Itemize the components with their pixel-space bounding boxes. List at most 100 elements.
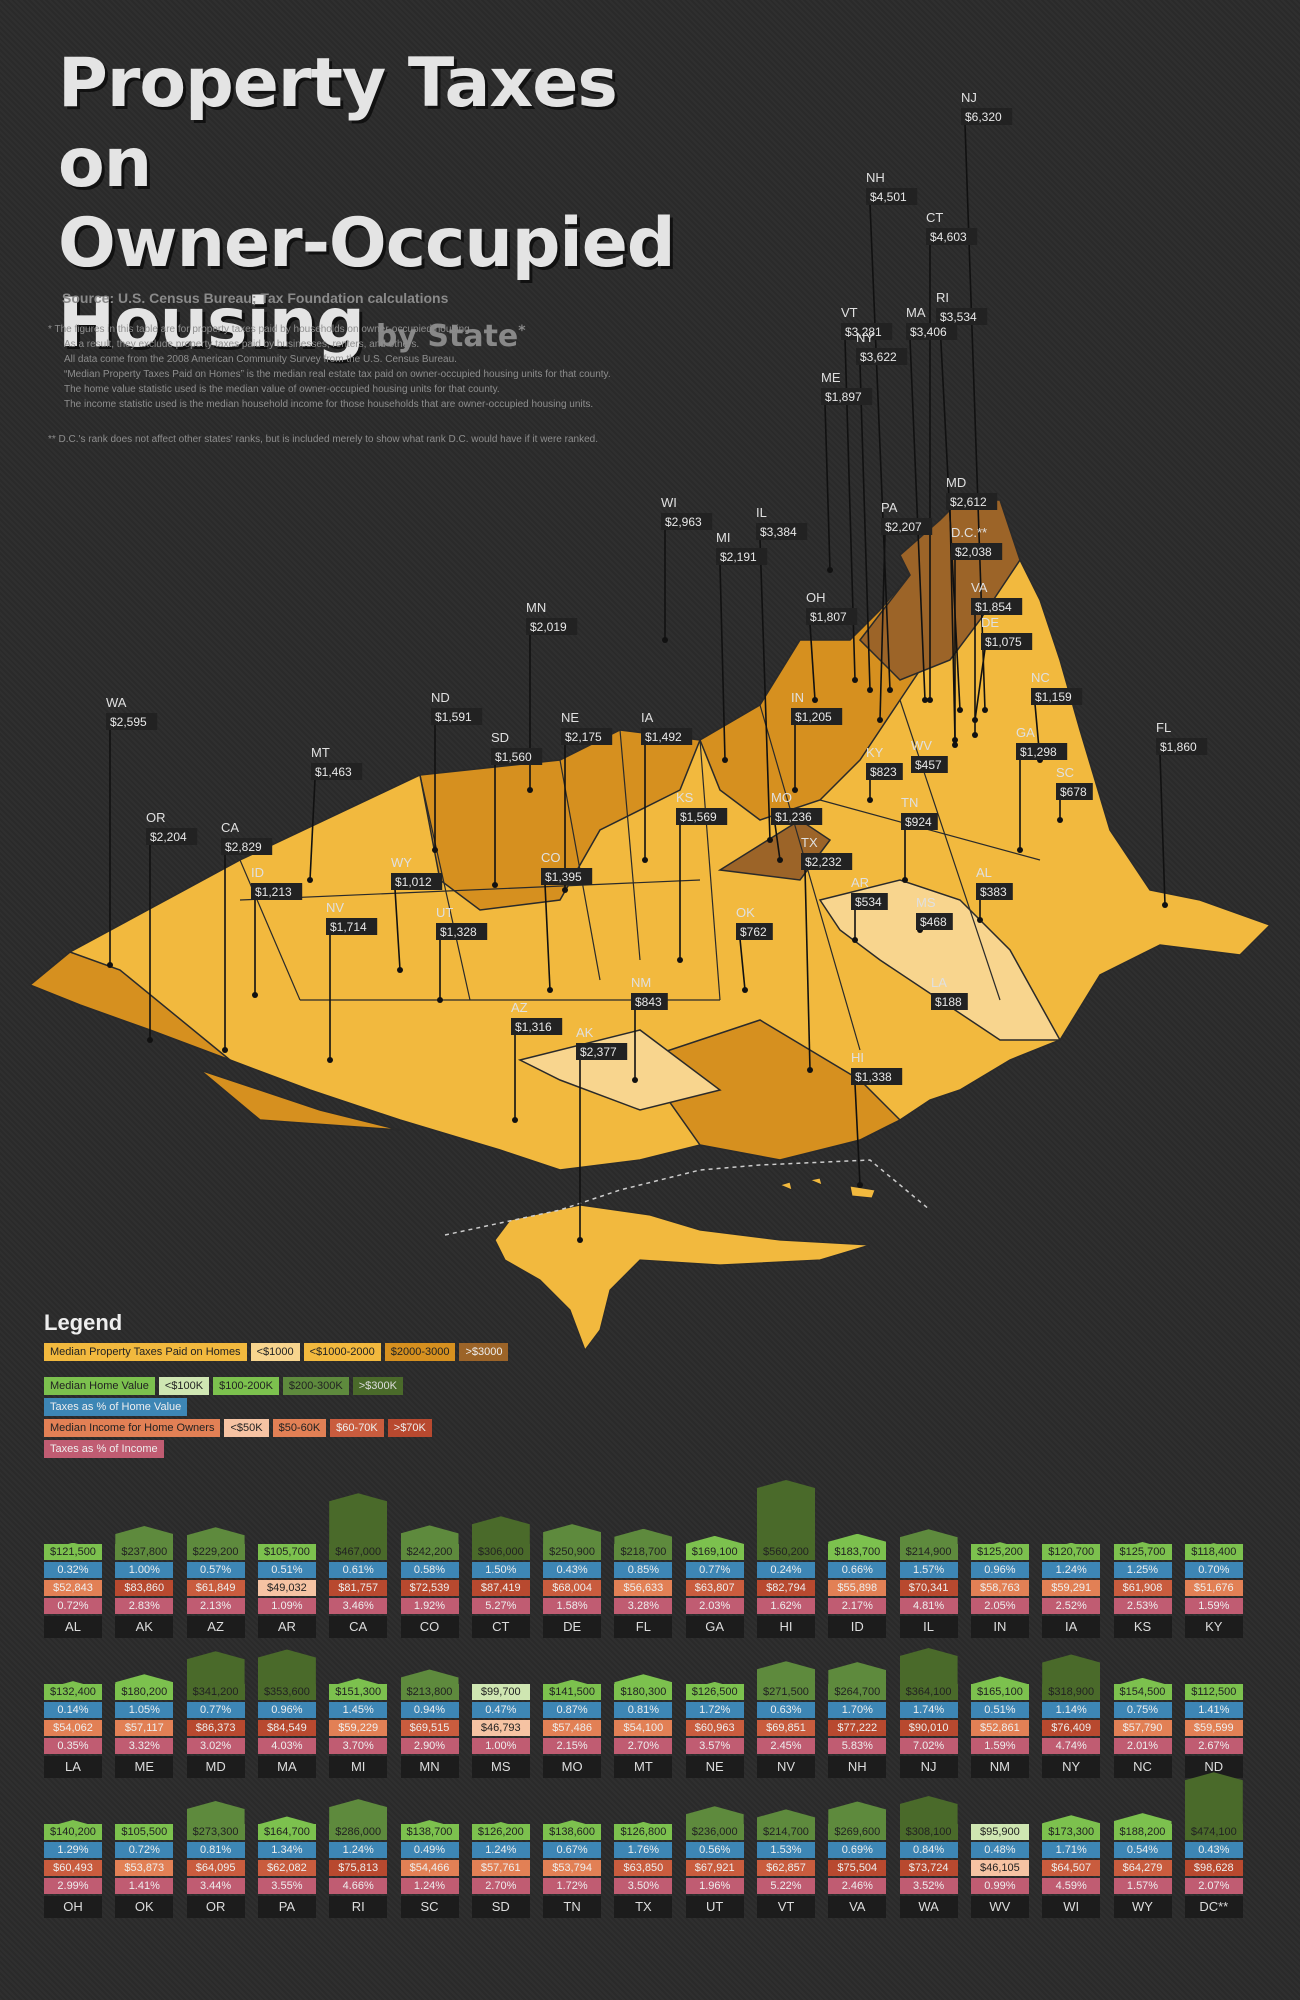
map-state-abbr: MS bbox=[916, 895, 936, 910]
legend-tax-bin: <$1000-2000 bbox=[303, 1343, 381, 1361]
map-state-abbr: WV bbox=[911, 738, 932, 753]
map-tax-value: $678 bbox=[1060, 785, 1087, 799]
pin-dot bbox=[527, 787, 533, 793]
tax-pct-home-cell: 0.51% bbox=[970, 1702, 1029, 1718]
home-value-cell: $126,500 bbox=[685, 1684, 744, 1700]
map-value-box bbox=[541, 868, 593, 885]
map-state-abbr: ID bbox=[251, 865, 264, 880]
home-value-cell: $214,900 bbox=[899, 1544, 958, 1560]
income-cell: $59,599 bbox=[1184, 1720, 1243, 1736]
map-state-abbr: CO bbox=[541, 850, 561, 865]
home-value-cell: $341,200 bbox=[186, 1684, 245, 1700]
state-abbr-cell: CT bbox=[471, 1616, 530, 1638]
map-state-abbr: IL bbox=[756, 505, 767, 520]
map-value-box bbox=[906, 323, 958, 340]
map-state-abbr: MA bbox=[906, 305, 926, 320]
pin-dot bbox=[512, 1117, 518, 1123]
tax-pct-income-cell: 4.81% bbox=[899, 1598, 958, 1614]
tax-pct-home-cell: 1.25% bbox=[1113, 1562, 1172, 1578]
map-tax-value: $3,622 bbox=[860, 350, 897, 364]
state-abbr-cell: CA bbox=[329, 1616, 388, 1638]
income-cell: $46,793 bbox=[471, 1720, 530, 1736]
pin-line-il bbox=[759, 538, 771, 841]
income-cell: $60,493 bbox=[44, 1860, 102, 1876]
tax-pct-income-cell: 1.96% bbox=[685, 1878, 744, 1894]
pin-line-mi bbox=[719, 563, 726, 761]
pin-line-mo bbox=[774, 823, 781, 861]
tax-pct-home-cell: 0.43% bbox=[543, 1562, 602, 1578]
tax-pct-home-cell: 1.29% bbox=[44, 1842, 102, 1858]
map-value-box bbox=[221, 838, 273, 855]
state-border-line bbox=[699, 739, 721, 1001]
income-cell: $59,291 bbox=[1042, 1580, 1101, 1596]
tax-pct-income-cell: 2.07% bbox=[1184, 1878, 1243, 1894]
pin-dot bbox=[1162, 902, 1168, 908]
home-value-cell: $138,700 bbox=[400, 1824, 459, 1840]
income-cell: $46,105 bbox=[970, 1860, 1029, 1876]
home-value-cell: $154,500 bbox=[1113, 1684, 1172, 1700]
income-cell: $57,790 bbox=[1113, 1720, 1172, 1736]
tax-pct-home-cell: 0.94% bbox=[400, 1702, 459, 1718]
map-tax-value: $1,328 bbox=[440, 925, 477, 939]
home-value-cell: $353,600 bbox=[257, 1684, 316, 1700]
legend-home-row: Median Home Value <$100K $100-200K $200-… bbox=[44, 1377, 403, 1395]
tax-pct-home-cell: 0.84% bbox=[899, 1842, 958, 1858]
tax-pct-income-cell: 2.05% bbox=[970, 1598, 1029, 1614]
map-value-box bbox=[961, 108, 1013, 125]
map-value-box bbox=[926, 228, 978, 245]
tax-pct-income-cell: 1.00% bbox=[471, 1738, 530, 1754]
state-abbr-cell: WV bbox=[970, 1896, 1029, 1918]
home-value-cell: $236,000 bbox=[685, 1824, 744, 1840]
pin-dot bbox=[492, 882, 498, 888]
map-tax-value: $2,207 bbox=[885, 520, 922, 534]
pin-dot bbox=[437, 997, 443, 1003]
tax-pct-income-cell: 2.15% bbox=[543, 1738, 602, 1754]
state-abbr-cell: KS bbox=[1113, 1616, 1172, 1638]
pin-dot bbox=[742, 987, 748, 993]
map-value-box bbox=[311, 763, 363, 780]
pin-dot bbox=[902, 877, 908, 883]
pin-dot bbox=[642, 857, 648, 863]
map-tax-value: $1,316 bbox=[515, 1020, 552, 1034]
state-abbr-cell: LA bbox=[44, 1756, 102, 1778]
map-state-abbr: WA bbox=[106, 695, 127, 710]
tax-pct-home-cell: 0.14% bbox=[44, 1702, 102, 1718]
home-value-cell: $95,900 bbox=[970, 1824, 1029, 1840]
tax-pct-home-cell: 0.77% bbox=[685, 1562, 744, 1578]
map-state-abbr: CT bbox=[926, 210, 943, 225]
tax-pct-home-cell: 0.32% bbox=[44, 1562, 102, 1578]
pin-dot bbox=[107, 962, 113, 968]
tax-pct-income-cell: 3.70% bbox=[329, 1738, 388, 1754]
pin-dot bbox=[952, 742, 958, 748]
pin-dot bbox=[852, 937, 858, 943]
income-cell: $61,849 bbox=[186, 1580, 245, 1596]
home-value-cell: $99,700 bbox=[471, 1684, 530, 1700]
map-state-abbr: MT bbox=[311, 745, 330, 760]
home-value-cell: $151,300 bbox=[329, 1684, 388, 1700]
income-cell: $84,549 bbox=[257, 1720, 316, 1736]
map-value-box bbox=[491, 748, 543, 765]
pin-line-ok bbox=[739, 938, 746, 991]
map-state-abbr: NH bbox=[866, 170, 885, 185]
income-cell: $54,062 bbox=[44, 1720, 102, 1736]
income-cell: $55,898 bbox=[828, 1580, 887, 1596]
map-tax-value: $843 bbox=[635, 995, 662, 1009]
map-value-box bbox=[511, 1018, 563, 1035]
pin-dot bbox=[562, 887, 568, 893]
tax-pct-income-cell: 5.22% bbox=[757, 1878, 815, 1894]
pin-dot bbox=[812, 697, 818, 703]
map-tax-value: $4,603 bbox=[930, 230, 967, 244]
tax-pct-income-cell: 2.53% bbox=[1113, 1598, 1172, 1614]
map-tax-value: $924 bbox=[905, 815, 932, 829]
map-tax-value: $1,591 bbox=[435, 710, 472, 724]
pin-line-de bbox=[974, 648, 986, 721]
map-state-abbr: KS bbox=[676, 790, 694, 805]
state-abbr-cell: ID bbox=[828, 1616, 887, 1638]
map-value-box bbox=[771, 808, 823, 825]
state-abbr-cell: OH bbox=[44, 1896, 102, 1918]
pin-line-tx bbox=[804, 868, 811, 1071]
home-value-cell: $214,700 bbox=[757, 1824, 815, 1840]
income-cell: $76,409 bbox=[1042, 1720, 1101, 1736]
tax-pct-income-cell: 3.28% bbox=[614, 1598, 673, 1614]
home-value-cell: $169,100 bbox=[685, 1544, 744, 1560]
